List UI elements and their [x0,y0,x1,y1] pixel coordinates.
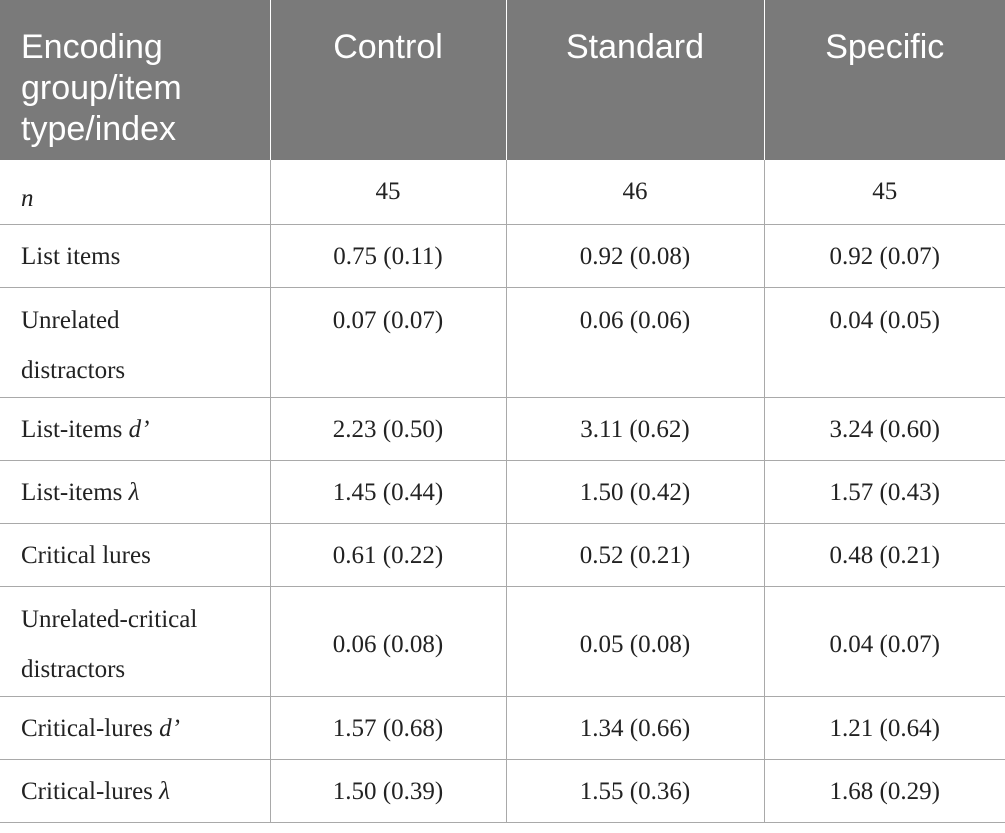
cell-control: 0.07 (0.07) [269,287,506,398]
cell-standard: 1.34 (0.66) [505,696,764,760]
row-label-line1: Unrelated-critical [21,606,198,633]
table-row: List-items λ 1.45 (0.44) 1.50 (0.42) 1.5… [0,460,1005,524]
row-label: Critical-lures d’ [0,696,270,760]
cell-standard: 3.11 (0.62) [505,397,764,461]
row-label: List-items d’ [0,397,270,461]
header-encoding-line1: Encoding [21,28,163,66]
table-row: Critical-lures λ 1.50 (0.39) 1.55 (0.36)… [0,759,1005,823]
table-row: Critical-lures d’ 1.57 (0.68) 1.34 (0.66… [0,696,1005,760]
cell-standard: 0.06 (0.06) [505,287,764,398]
header-row: Encoding group/item type/index Control S… [0,0,1005,160]
cell-specific: 1.21 (0.64) [763,696,1005,760]
cell-specific: 1.68 (0.29) [763,759,1005,823]
row-label: Critical-lures λ [0,759,270,823]
table-row: n 45 46 45 [0,160,1005,225]
cell-standard: 0.52 (0.21) [505,523,764,587]
table-body: n 45 46 45 List items 0.75 (0.11) 0.92 (… [0,160,1005,823]
cell-standard: 46 [505,160,764,225]
cell-control: 0.61 (0.22) [269,523,506,587]
table-row: List items 0.75 (0.11) 0.92 (0.08) 0.92 … [0,224,1005,288]
table-row: Unrelated distractors 0.07 (0.07) 0.06 (… [0,287,1005,398]
row-label: List items [0,224,270,288]
row-label: n [0,160,270,225]
table-row: Critical lures 0.61 (0.22) 0.52 (0.21) 0… [0,523,1005,587]
cell-control: 1.45 (0.44) [269,460,506,524]
cell-standard: 1.50 (0.42) [505,460,764,524]
cell-control: 1.50 (0.39) [269,759,506,823]
cell-specific: 0.92 (0.07) [763,224,1005,288]
table-row: Unrelated-critical distractors 0.06 (0.0… [0,586,1005,697]
cell-control: 0.06 (0.08) [269,586,506,697]
table-row: List-items d’ 2.23 (0.50) 3.11 (0.62) 3.… [0,397,1005,461]
row-label-line2: distractors [21,656,126,683]
header-standard: Standard [505,0,764,160]
cell-specific: 0.04 (0.07) [763,586,1005,697]
header-control: Control [269,0,506,160]
row-label-line2: distractors [21,357,126,384]
header-encoding-group: Encoding group/item type/index [0,0,270,160]
cell-specific: 0.04 (0.05) [763,287,1005,398]
row-label: Unrelated distractors [0,287,270,398]
cell-standard: 1.55 (0.36) [505,759,764,823]
cell-control: 45 [269,160,506,225]
cell-standard: 0.05 (0.08) [505,586,764,697]
header-specific: Specific [763,0,1005,160]
cell-specific: 3.24 (0.60) [763,397,1005,461]
cell-control: 2.23 (0.50) [269,397,506,461]
row-label: List-items λ [0,460,270,524]
cell-specific: 0.48 (0.21) [763,523,1005,587]
cell-control: 0.75 (0.11) [269,224,506,288]
cell-specific: 1.57 (0.43) [763,460,1005,524]
table-header: Encoding group/item type/index Control S… [0,0,1005,160]
cell-specific: 45 [763,160,1005,225]
header-encoding-line2: group/item [21,69,182,107]
cell-standard: 0.92 (0.08) [505,224,764,288]
row-label: Unrelated-critical distractors [0,586,270,697]
cell-control: 1.57 (0.68) [269,696,506,760]
header-encoding-line3: type/index [21,110,176,148]
row-label-line1: Unrelated [21,307,120,334]
row-label: Critical lures [0,523,270,587]
